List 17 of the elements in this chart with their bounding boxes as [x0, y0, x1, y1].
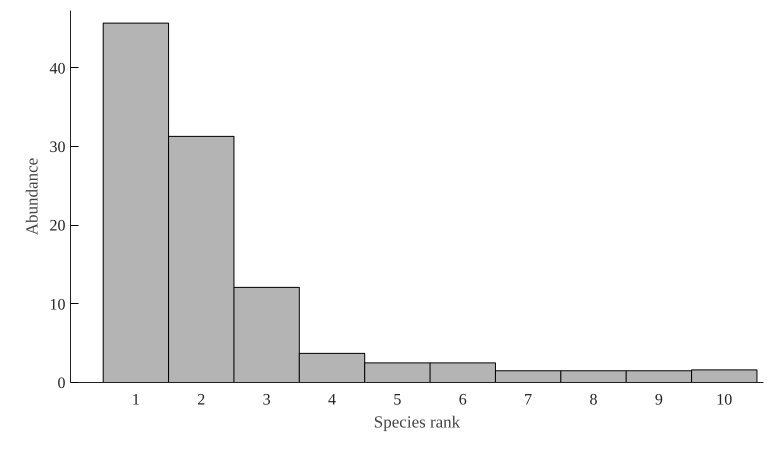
- y-tick-label: 10: [50, 296, 66, 314]
- x-tick-label: 9: [654, 392, 663, 408]
- y-tick-label: 30: [50, 139, 66, 156]
- x-axis-title: Species rank: [374, 412, 461, 432]
- x-tick-label: 3: [262, 392, 271, 408]
- x-tick-label: 2: [197, 392, 206, 408]
- x-tick-label: 1: [132, 392, 140, 408]
- x-tick-label: 8: [590, 392, 598, 408]
- x-tick-label: 4: [328, 392, 336, 408]
- y-axis-title: Abundance: [22, 158, 42, 236]
- y-tick-label: 40: [50, 60, 66, 78]
- x-tick-label: 7: [524, 392, 532, 408]
- x-tick-label: 5: [393, 392, 402, 408]
- x-tick-label: 6: [458, 392, 467, 408]
- y-tick-label: 0: [58, 375, 66, 392]
- x-tick-label: 10: [716, 392, 732, 408]
- y-tick-label: 20: [50, 218, 66, 235]
